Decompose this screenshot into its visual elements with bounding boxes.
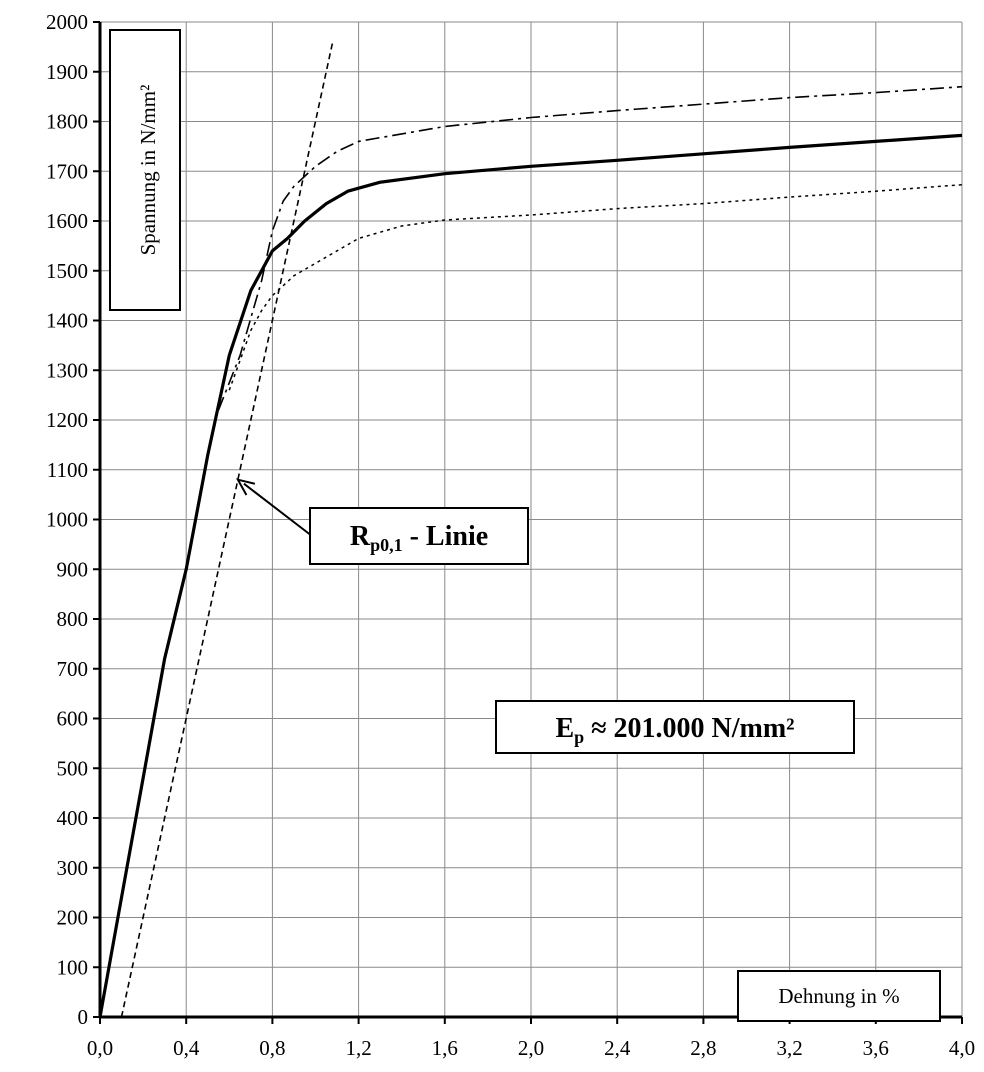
y-tick-label: 800 [57,607,89,631]
series-group [98,41,963,1018]
x-tick-label: 4,0 [949,1036,975,1060]
y-tick-label: 1500 [46,259,88,283]
y-tick-label: 1300 [46,358,88,382]
xlabel: Dehnung in % [778,984,899,1008]
series-line-solid-bold [98,133,963,1018]
x-tick-label: 0,8 [259,1036,285,1060]
series-line-dashed [120,41,334,1018]
rp-arrow-head [235,478,256,496]
xlabel-box [737,970,941,1022]
modulus-label-subscript: p [574,727,584,747]
grid [99,21,963,1018]
y-tick-label: 1400 [46,309,88,333]
series-line-dotted [228,183,963,391]
x-tick-label: 2,8 [690,1036,716,1060]
modulus-label: Ep ≈ 201.000 N/mm² [555,713,794,747]
rp-label: Rp0,1 - Linie [350,521,488,555]
series-line-dash-dot [217,85,963,411]
y-tick-label: 700 [57,657,89,681]
y-tick-label: 600 [57,707,89,731]
rp-label-subscript: p0,1 [370,535,403,555]
rp-label-box [309,507,529,565]
y-tick-label: 300 [57,856,89,880]
x-tick-label: 2,4 [604,1036,631,1060]
rp-arrow-shaft [243,482,313,537]
x-tick-label: 0,4 [173,1036,200,1060]
y-tick-label: 0 [78,1005,89,1029]
tick-labels: 0,0 0,4 0,8 1,2 1,6 2,0 2,4 2,8 3,2 3,6 4,0 0 100 200… [46,10,975,1060]
modulus-label-suffix: ≈ 201.000 N/mm² [584,713,794,744]
y-tick-label: 2000 [46,10,88,34]
y-tick-label: 1200 [46,408,88,432]
y-tick-label: 1000 [46,508,88,532]
y-tick-label: 1700 [46,159,88,183]
x-tick-label: 3,6 [863,1036,889,1060]
x-tick-label: 2,0 [518,1036,544,1060]
rp-arrow [235,478,313,537]
y-tick-label: 100 [57,955,89,979]
y-tick-label: 200 [57,906,89,930]
x-tick-label: 0,0 [87,1036,113,1060]
y-tick-label: 1900 [46,60,88,84]
ylabel-box [109,29,181,311]
modulus-label-box [495,700,855,754]
y-tick-label: 900 [57,557,89,581]
y-tick-label: 1800 [46,110,88,134]
x-tick-label: 3,2 [776,1036,802,1060]
y-tick-label: 500 [57,756,89,780]
y-tick-label: 1600 [46,209,88,233]
x-tick-label: 1,2 [345,1036,371,1060]
ylabel: Spannung in N/mm² [136,85,160,256]
rp-label-prefix: R [350,521,371,552]
rp-label-suffix: - Linie [403,521,489,552]
x-tick-label: 1,6 [432,1036,458,1060]
modulus-label-prefix: E [555,713,574,744]
y-tick-label: 400 [57,806,89,830]
y-tick-label: 1100 [47,458,88,482]
